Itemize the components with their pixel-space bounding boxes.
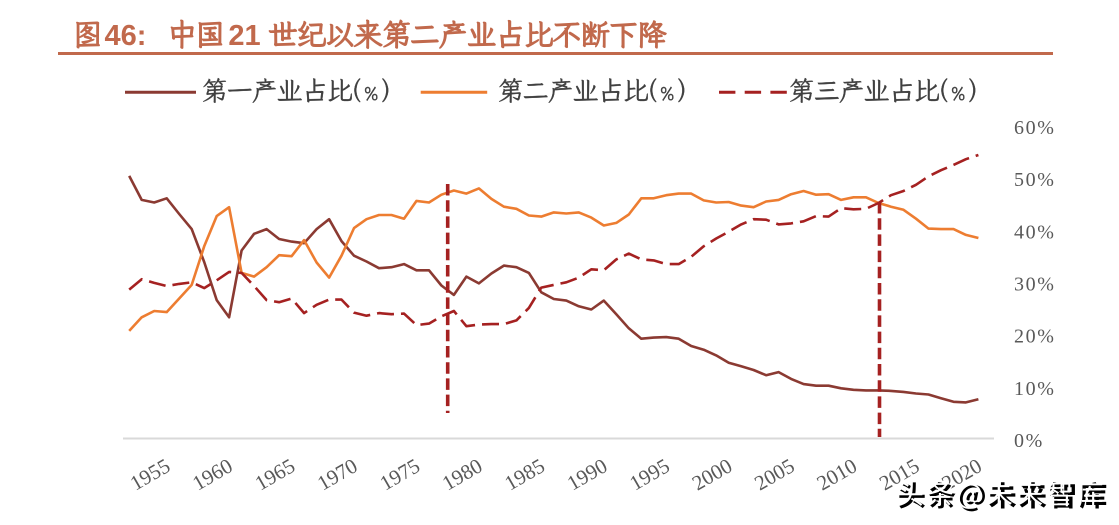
svg-text:1975: 1975 [376,454,424,496]
svg-text:1965: 1965 [251,454,299,496]
svg-text:2010: 2010 [813,454,861,496]
svg-text:1995: 1995 [625,454,673,496]
svg-text:1985: 1985 [500,454,548,496]
svg-text:0%: 0% [1014,430,1044,452]
svg-text:1955: 1955 [126,454,174,496]
svg-text:1980: 1980 [438,454,486,496]
svg-text:1970: 1970 [313,454,361,496]
svg-text:1990: 1990 [563,454,611,496]
svg-text:20%: 20% [1014,326,1055,348]
svg-text:30%: 30% [1014,274,1055,296]
svg-text:1960: 1960 [188,454,236,496]
svg-text:2005: 2005 [750,454,798,496]
svg-text:50%: 50% [1014,169,1055,191]
svg-text:60%: 60% [1014,117,1055,139]
svg-text:40%: 40% [1014,221,1055,243]
svg-text:2000: 2000 [688,454,736,496]
svg-text:10%: 10% [1014,378,1055,400]
